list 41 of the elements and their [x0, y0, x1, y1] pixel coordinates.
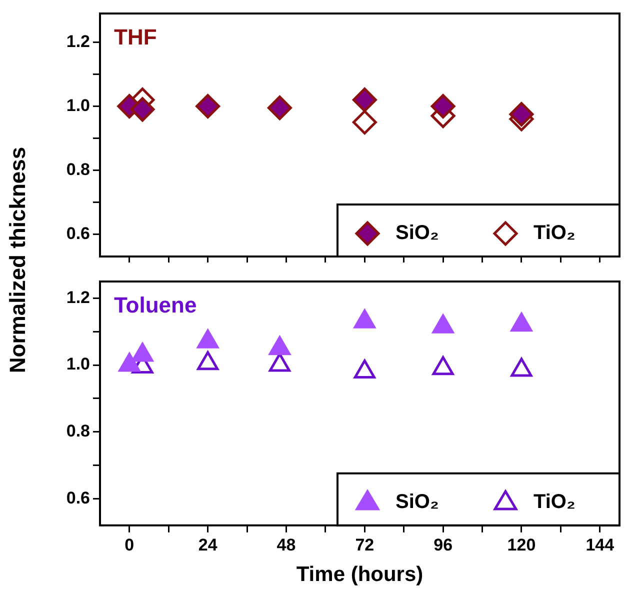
- x-tick-label: 24: [198, 535, 218, 554]
- point: [352, 88, 377, 112]
- point: [132, 342, 154, 362]
- y-tick-label: 0.6: [66, 488, 90, 508]
- y-tick-label: 0.6: [66, 224, 90, 243]
- point: [118, 352, 140, 372]
- legend-label: SiO₂: [396, 222, 439, 244]
- point: [352, 110, 377, 134]
- y-tick-label: 1.0: [66, 354, 90, 374]
- x-tick-label: 48: [276, 535, 296, 554]
- point: [130, 97, 155, 122]
- y-axis-title: Normalized thickness: [5, 146, 31, 374]
- point: [509, 102, 534, 126]
- x-tick-label: 72: [355, 535, 374, 554]
- point: [510, 312, 532, 332]
- y-tick-label: 1.2: [66, 32, 90, 51]
- annotation: THF: [114, 24, 157, 50]
- x-tick-label: 0: [124, 535, 134, 554]
- legend-label: SiO₂: [396, 490, 439, 513]
- y-tick-label: 1.2: [66, 288, 90, 307]
- point: [267, 96, 292, 120]
- point: [432, 314, 454, 334]
- point: [510, 358, 532, 377]
- point: [432, 356, 454, 376]
- point: [197, 329, 219, 348]
- point: [430, 94, 456, 118]
- y-tick-label: 0.8: [66, 160, 90, 179]
- x-tick-label: 120: [507, 535, 536, 554]
- point: [354, 309, 376, 328]
- point: [268, 336, 290, 356]
- x-axis-title: Time (hours): [296, 563, 424, 586]
- y-tick-label: 1.0: [66, 96, 90, 115]
- legend-label: TiO₂: [534, 490, 576, 513]
- point: [196, 94, 220, 118]
- x-tick-label: 96: [434, 535, 453, 554]
- legend-label: TiO₂: [534, 222, 576, 244]
- point: [354, 359, 376, 378]
- x-tick-label: 144: [586, 535, 615, 554]
- y-tick-label: 0.8: [66, 422, 90, 441]
- annotation: Toluene: [114, 292, 197, 318]
- point: [197, 351, 219, 370]
